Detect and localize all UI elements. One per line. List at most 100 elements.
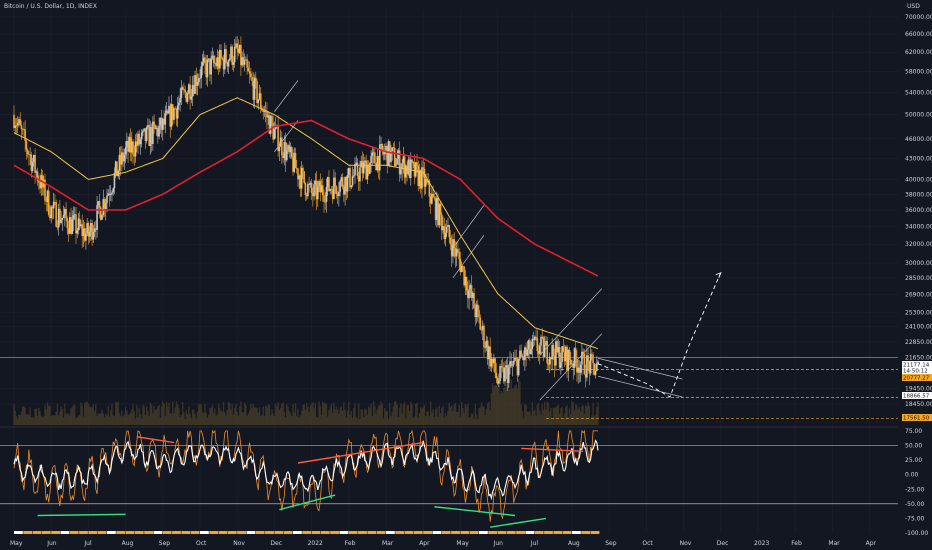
candle-body: [252, 81, 255, 100]
volume-bar: [578, 406, 581, 425]
candle-body: [524, 347, 526, 361]
candle-body: [455, 249, 458, 257]
candle-body: [578, 367, 581, 373]
volume-bar: [150, 404, 153, 425]
time-axis-tick-label: Jun: [46, 540, 57, 547]
candle-body: [45, 200, 48, 202]
volume-bar: [45, 409, 47, 425]
volume-bar: [258, 407, 261, 425]
candle-body: [287, 145, 289, 151]
volume-bar: [281, 403, 283, 425]
candle-body: [432, 193, 434, 198]
candle-body: [438, 203, 441, 226]
candle-body: [469, 285, 472, 290]
candle-body: [359, 167, 361, 182]
volume-bar: [167, 406, 169, 425]
candle-body: [288, 145, 291, 153]
price-badge-box: [902, 374, 932, 381]
volume-bar: [477, 418, 479, 425]
candle-body: [153, 121, 155, 126]
candle-body: [569, 359, 572, 365]
volume-bar: [153, 405, 155, 425]
volume-bar: [196, 411, 199, 425]
candle-body: [226, 62, 229, 67]
volume-bar: [278, 410, 281, 425]
volume-bar: [341, 410, 344, 425]
candle-body: [181, 87, 184, 90]
volume-bar: [174, 407, 176, 425]
candle-body: [507, 367, 510, 383]
candle-body: [391, 147, 393, 151]
candle-body: [179, 97, 181, 103]
price-axis[interactable]: 70000.00 66000.00 62000.00 58000.00 54000.00…: [905, 14, 932, 408]
candle-body: [421, 167, 423, 189]
volume-bar: [107, 405, 109, 425]
candle-body: [235, 43, 237, 47]
volume-bar: [35, 408, 38, 425]
price-axis-tick-label: 62000.00: [905, 49, 932, 56]
projection-path: [597, 272, 722, 398]
candle-body: [258, 93, 261, 100]
candle-body: [475, 304, 478, 318]
volume-bar: [584, 405, 587, 425]
volume-bar: [372, 401, 375, 425]
volume-bar: [317, 417, 319, 425]
candle-body: [87, 222, 90, 237]
candle-body: [75, 214, 77, 234]
volume-bar: [360, 409, 362, 425]
volume-bar: [562, 418, 565, 425]
volume-bar: [38, 407, 40, 425]
candle-body: [277, 125, 279, 152]
candle-body: [572, 363, 575, 368]
volume-bar: [330, 403, 333, 425]
candle-body: [385, 145, 387, 151]
candle-body: [510, 361, 513, 366]
volume-bar: [587, 402, 589, 425]
candle-body: [413, 162, 416, 177]
volume-bar: [563, 413, 566, 425]
volume-bar: [222, 401, 225, 425]
osc-signal-strip: [283, 531, 293, 534]
candle-body: [352, 175, 355, 177]
candle-body: [581, 351, 583, 365]
volume-bar: [273, 415, 276, 425]
candle-body: [114, 161, 117, 173]
volume-bar: [206, 417, 209, 425]
volume-bar: [597, 402, 599, 425]
candle-body: [168, 105, 170, 114]
volume-bar: [88, 406, 91, 425]
volume-bar: [350, 410, 352, 425]
volume-bar: [433, 417, 436, 425]
time-axis-tick-label: 2022: [308, 540, 323, 547]
candle-body: [512, 360, 515, 365]
volume-bar: [591, 415, 593, 425]
osc-signal-strip: [172, 531, 181, 534]
volume-bar: [379, 405, 381, 425]
volume-bar: [300, 410, 303, 425]
candle-body: [283, 142, 286, 158]
price-axis-tick-label: 34000.00: [905, 224, 932, 231]
time-axis-tick-label: Oct: [196, 540, 207, 547]
candle-body: [135, 141, 138, 146]
osc-signal-strip: [376, 531, 386, 534]
volume-bar: [163, 403, 165, 425]
volume-bar: [468, 417, 470, 425]
candle-body: [439, 203, 442, 215]
volume-bar: [545, 409, 547, 425]
candle-body: [562, 346, 565, 353]
volume-bar: [62, 417, 65, 425]
oscillator-axis[interactable]: 75.00 50.00 25.00 0.00 -25.00 -50.00 -75.00 -10…: [905, 428, 928, 537]
time-axis[interactable]: May Jun Jul Aug Sep Oct Nov Dec 2022 Feb Mar Apr May…: [10, 540, 877, 547]
candle-body: [472, 292, 474, 298]
volume-bar: [581, 406, 583, 425]
volume-bar: [463, 412, 465, 425]
volume-bar: [576, 405, 578, 425]
volume-bar: [483, 406, 485, 425]
osc-signal-strip: [153, 531, 163, 534]
volume-bar: [338, 413, 340, 425]
volume-bar: [493, 386, 495, 425]
volume-bar: [169, 413, 171, 425]
candle-body: [395, 164, 397, 166]
osc-signal-strip: [134, 531, 144, 534]
